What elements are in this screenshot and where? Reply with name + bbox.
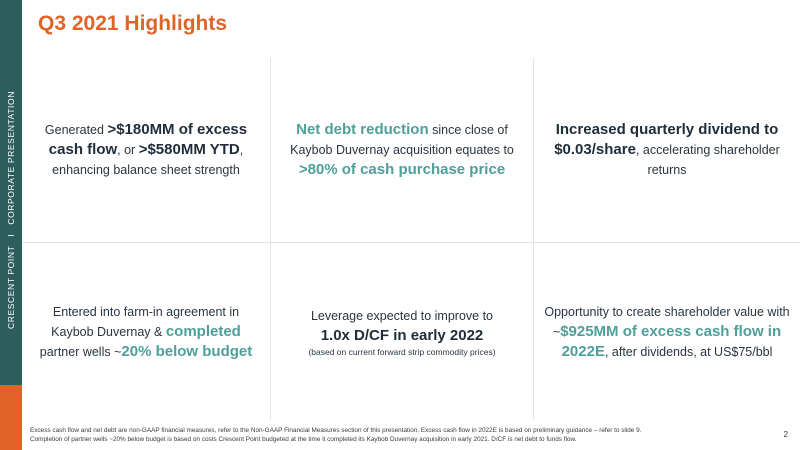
highlight-cell-farm-in: Entered into farm-in agreement in Kaybob… (22, 243, 270, 420)
page-number: 2 (783, 430, 788, 439)
grid-divider-horizontal (22, 242, 800, 243)
highlight-cell-leverage: Leverage expected to improve to 1.0x D/C… (271, 243, 533, 420)
grid-divider-vertical-1 (270, 58, 271, 420)
sidebar-label: CRESCENT POINT I CORPORATE PRESENTATION (6, 91, 16, 329)
highlight-text: Net debt reduction since close of Kaybob… (290, 121, 514, 178)
company-name: CRESCENT POINT (6, 245, 16, 329)
highlight-text: Leverage expected to improve to 1.0x D/C… (308, 308, 496, 357)
slide-title: Q3 2021 Highlights (38, 12, 228, 35)
highlight-cell-dividend: Increased quarterly dividend to $0.03/sh… (534, 58, 800, 242)
section-name: CORPORATE PRESENTATION (6, 91, 16, 225)
highlight-cell-excess-cash-flow: Generated >$180MM of excess cash flow, o… (22, 58, 270, 242)
highlights-grid: Generated >$180MM of excess cash flow, o… (22, 58, 800, 420)
footnote-line-1: Excess cash flow and net debt are non-GA… (30, 427, 642, 434)
highlight-cell-net-debt: Net debt reduction since close of Kaybob… (271, 58, 533, 242)
highlight-text: Opportunity to create shareholder value … (544, 304, 790, 360)
grid-divider-vertical-2 (533, 58, 534, 420)
footnote-line-2: Completion of partner wells ~20% below b… (30, 436, 577, 443)
highlight-text: Entered into farm-in agreement in Kaybob… (39, 304, 253, 360)
highlight-text: Generated >$180MM of excess cash flow, o… (44, 121, 248, 177)
footnote: Excess cash flow and net debt are non-GA… (30, 426, 770, 444)
highlight-text: Increased quarterly dividend to $0.03/sh… (554, 121, 780, 177)
sidebar-accent-block (0, 385, 22, 450)
highlight-cell-shareholder-value: Opportunity to create shareholder value … (534, 243, 800, 420)
sidebar-bar: CRESCENT POINT I CORPORATE PRESENTATION (0, 0, 22, 450)
sidebar-separator: I (6, 233, 16, 237)
